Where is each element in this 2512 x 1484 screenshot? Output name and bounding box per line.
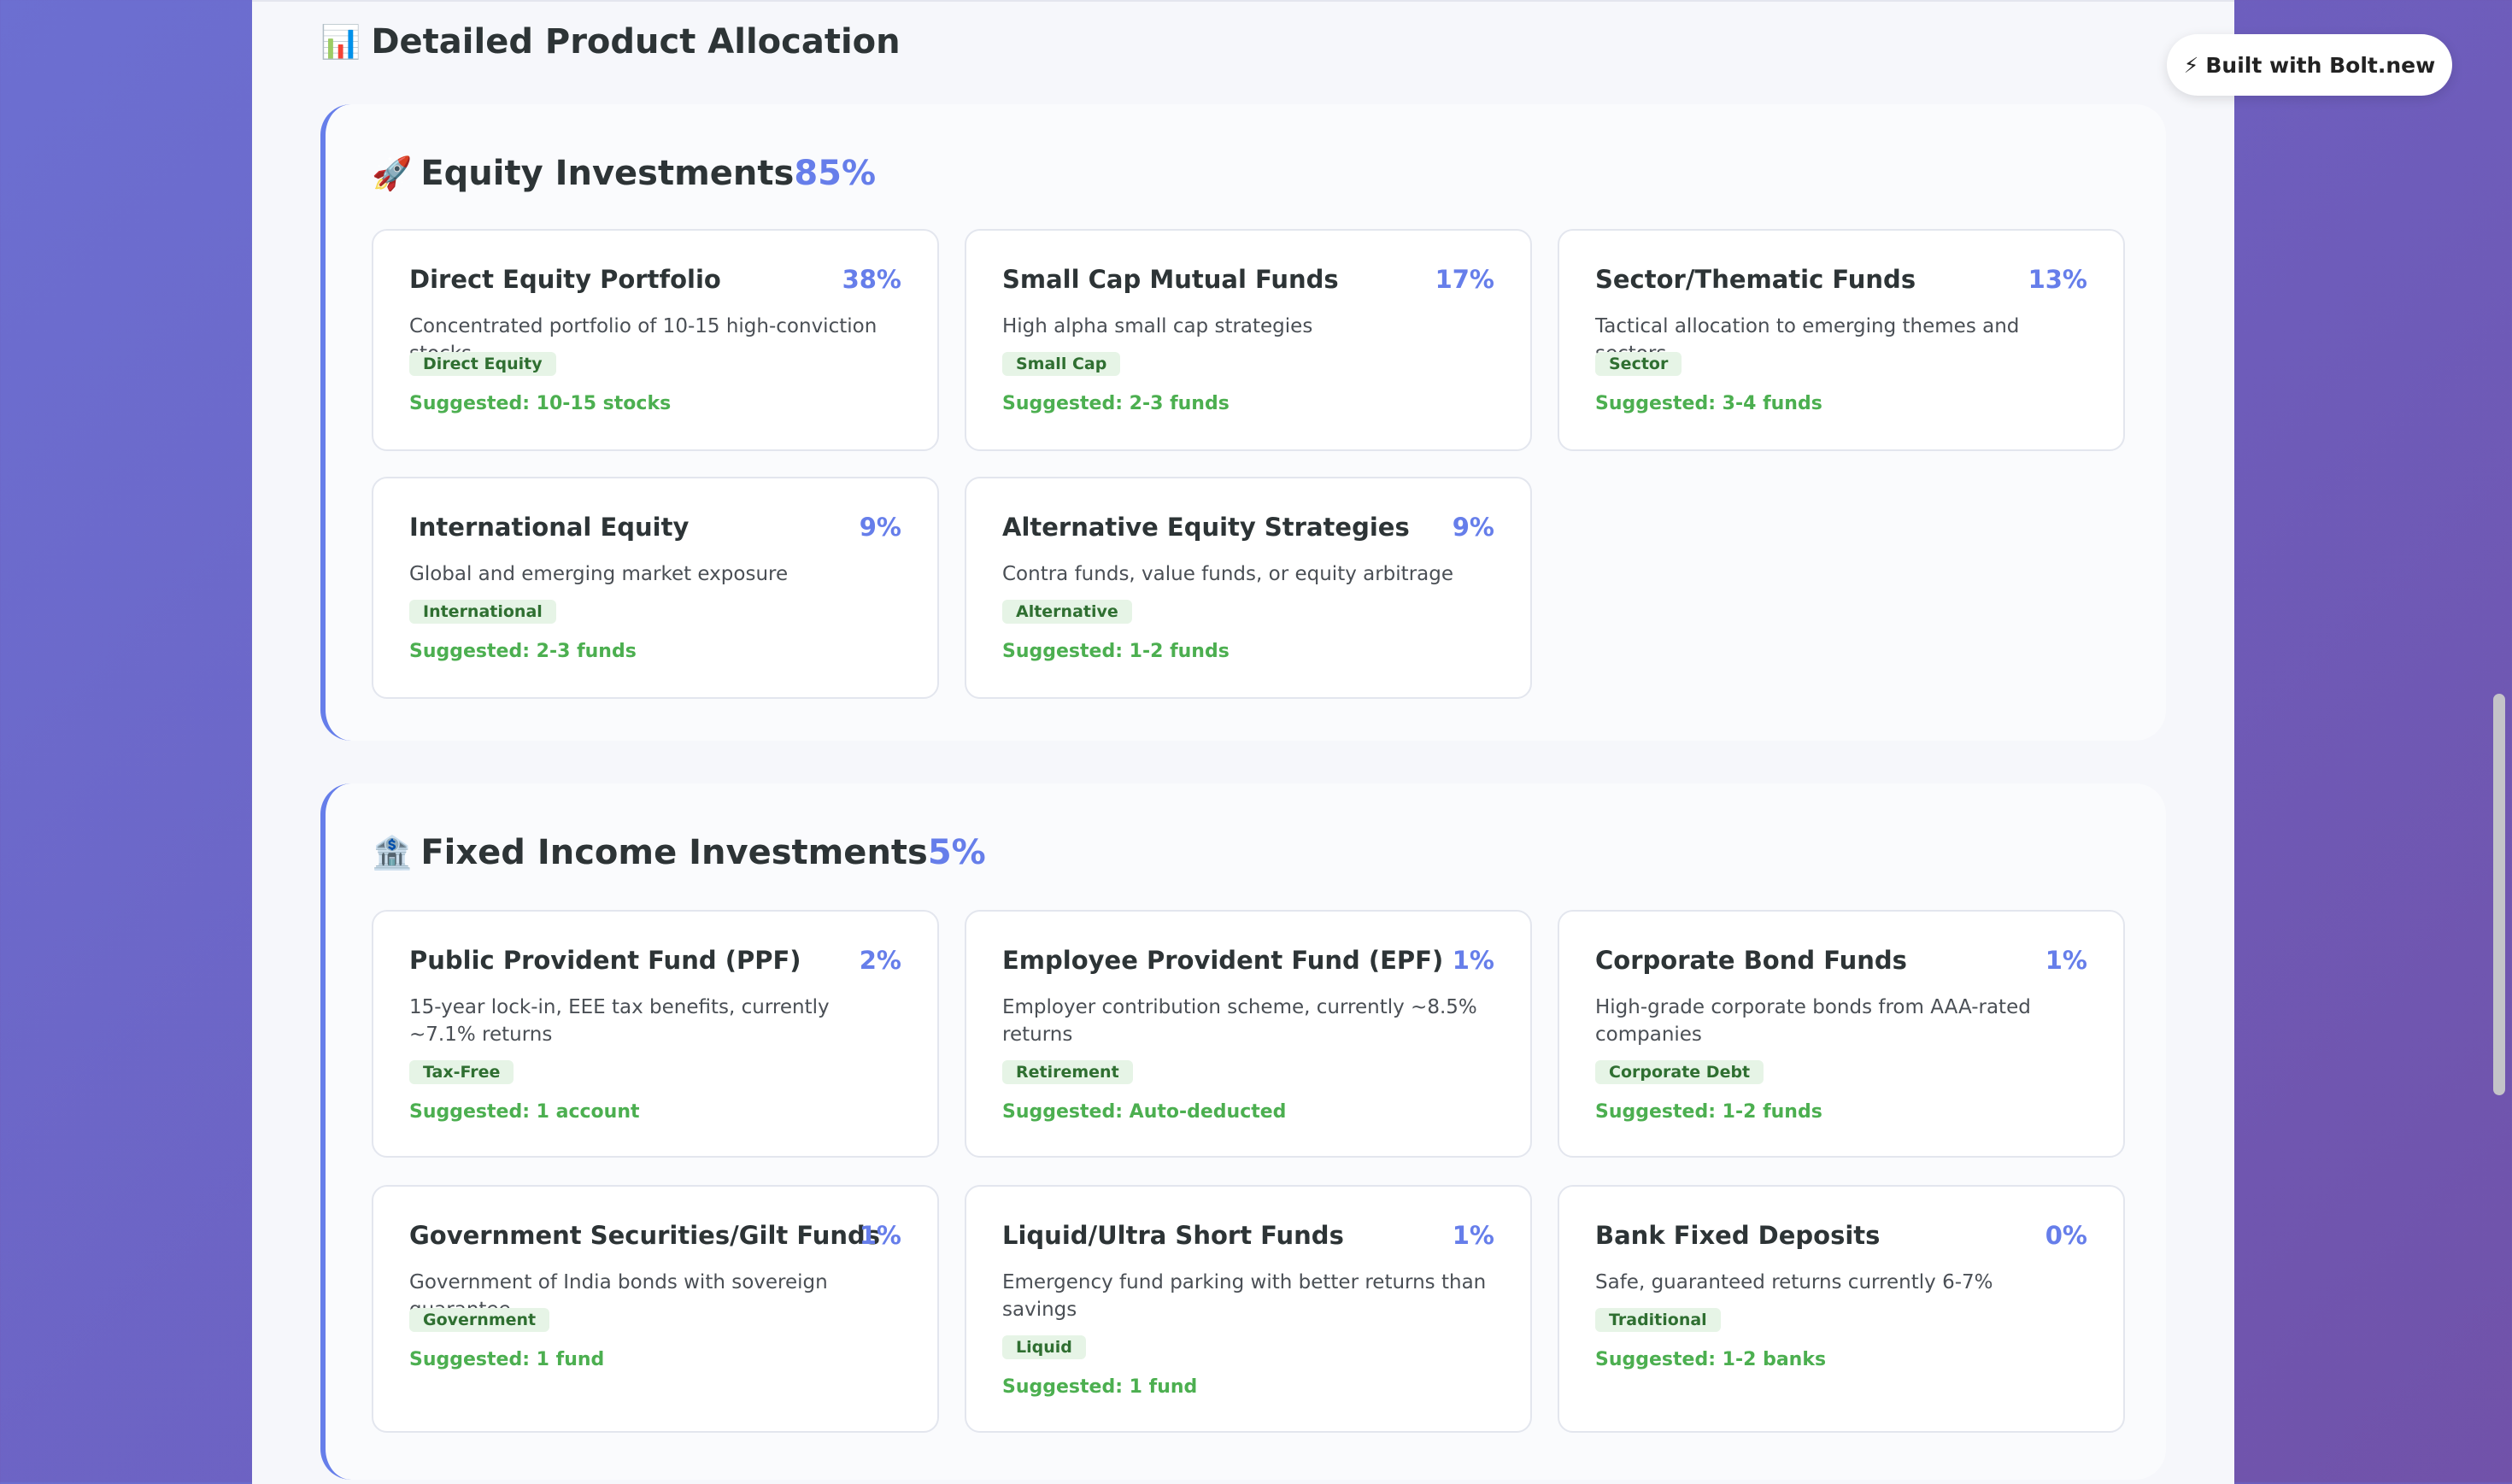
suggested-text: Suggested: 1-2 banks bbox=[1595, 1349, 1827, 1370]
suggested-text: Suggested: Auto-deducted bbox=[1002, 1101, 1287, 1123]
card-title: Alternative Equity Strategies bbox=[1002, 513, 1410, 542]
card-percent: 38% bbox=[842, 265, 901, 294]
suggested-text: Suggested: 2-3 funds bbox=[409, 641, 637, 662]
fixed-income-section: 🏦 Fixed Income Investments 5% Public Pro… bbox=[320, 783, 2166, 1480]
allocation-card: Employee Provident Fund (EPF) 1% Employe… bbox=[965, 910, 1532, 1158]
card-percent: 17% bbox=[1435, 265, 1494, 294]
card-percent: 9% bbox=[859, 513, 901, 542]
suggested-text: Suggested: 3-4 funds bbox=[1595, 393, 1822, 414]
allocation-card: Corporate Bond Funds 1% High-grade corpo… bbox=[1558, 910, 2125, 1158]
card-percent: 1% bbox=[1452, 946, 1494, 975]
card-description: Global and emerging market exposure bbox=[409, 563, 789, 585]
card-description: High-grade corporate bonds from AAA-rate… bbox=[1595, 996, 2031, 1046]
allocation-card: Alternative Equity Strategies 9% Contra … bbox=[965, 477, 1532, 699]
section-title: Equity Investments bbox=[420, 154, 795, 193]
card-description: Emergency fund parking with better retur… bbox=[1002, 1271, 1487, 1321]
category-tag: Alternative bbox=[1002, 600, 1132, 624]
card-percent: 1% bbox=[859, 1221, 901, 1250]
card-description: Contra funds, value funds, or equity arb… bbox=[1002, 563, 1453, 585]
card-title: Small Cap Mutual Funds bbox=[1002, 265, 1339, 294]
card-title: International Equity bbox=[409, 513, 690, 542]
card-percent: 1% bbox=[2045, 946, 2087, 975]
card-description: High alpha small cap strategies bbox=[1002, 315, 1313, 337]
main-content: 📊 Detailed Product Allocation 🚀 Equity I… bbox=[252, 0, 2234, 1484]
category-tag: Traditional bbox=[1595, 1308, 1721, 1332]
category-tag: International bbox=[409, 600, 556, 624]
section-percent: 5% bbox=[927, 833, 986, 872]
category-tag: Retirement bbox=[1002, 1060, 1133, 1084]
category-tag: Government bbox=[409, 1308, 550, 1332]
allocation-card: Government Securities/Gilt Funds 1% Gove… bbox=[372, 1185, 939, 1433]
suggested-text: Suggested: 1 fund bbox=[1002, 1376, 1198, 1398]
category-tag: Small Cap bbox=[1002, 352, 1121, 376]
bar-chart-icon: 📊 bbox=[320, 22, 361, 61]
card-description: Safe, guaranteed returns currently 6-7% bbox=[1595, 1271, 1993, 1293]
category-tag: Sector bbox=[1595, 352, 1682, 376]
card-percent: 0% bbox=[2045, 1221, 2087, 1250]
suggested-text: Suggested: 10-15 stocks bbox=[409, 393, 672, 414]
card-description: Employer contribution scheme, currently … bbox=[1002, 996, 1477, 1046]
scrollbar-thumb[interactable] bbox=[2493, 694, 2505, 1095]
category-tag: Corporate Debt bbox=[1595, 1060, 1764, 1084]
page-title: 📊 Detailed Product Allocation bbox=[320, 22, 901, 62]
allocation-card: Direct Equity Portfolio 38% Concentrated… bbox=[372, 229, 939, 451]
section-title: Fixed Income Investments bbox=[420, 833, 928, 872]
card-title: Corporate Bond Funds bbox=[1595, 946, 1907, 975]
allocation-card: International Equity 9% Global and emerg… bbox=[372, 477, 939, 699]
card-title: Public Provident Fund (PPF) bbox=[409, 946, 801, 975]
equity-section: 🚀 Equity Investments 85% Direct Equity P… bbox=[320, 104, 2166, 741]
built-with-bolt-button[interactable]: ⚡ Built with Bolt.new bbox=[2167, 34, 2452, 96]
suggested-text: Suggested: 1 account bbox=[409, 1101, 640, 1123]
section-percent: 85% bbox=[794, 154, 877, 193]
card-title: Sector/Thematic Funds bbox=[1595, 265, 1916, 294]
card-title: Liquid/Ultra Short Funds bbox=[1002, 1221, 1344, 1250]
card-percent: 13% bbox=[2028, 265, 2087, 294]
card-percent: 1% bbox=[1452, 1221, 1494, 1250]
category-tag: Direct Equity bbox=[409, 352, 556, 376]
page-title-text: Detailed Product Allocation bbox=[371, 22, 901, 62]
badge-label: Built with Bolt.new bbox=[2205, 52, 2436, 78]
card-percent: 9% bbox=[1452, 513, 1494, 542]
suggested-text: Suggested: 1 fund bbox=[409, 1349, 605, 1370]
card-title: Employee Provident Fund (EPF) bbox=[1002, 946, 1444, 975]
card-title: Bank Fixed Deposits bbox=[1595, 1221, 1881, 1250]
section-header: 🚀 Equity Investments 85% bbox=[372, 154, 876, 193]
card-title: Direct Equity Portfolio bbox=[409, 265, 721, 294]
allocation-card: Sector/Thematic Funds 13% Tactical alloc… bbox=[1558, 229, 2125, 451]
section-header: 🏦 Fixed Income Investments 5% bbox=[372, 833, 986, 872]
card-title: Government Securities/Gilt Funds bbox=[409, 1221, 881, 1250]
allocation-card: Public Provident Fund (PPF) 2% 15-year l… bbox=[372, 910, 939, 1158]
rocket-icon: 🚀 bbox=[372, 154, 413, 192]
allocation-card: Bank Fixed Deposits 0% Safe, guaranteed … bbox=[1558, 1185, 2125, 1433]
allocation-card: Liquid/Ultra Short Funds 1% Emergency fu… bbox=[965, 1185, 1532, 1433]
card-percent: 2% bbox=[859, 946, 901, 975]
card-description: 15-year lock-in, EEE tax benefits, curre… bbox=[409, 996, 830, 1046]
suggested-text: Suggested: 2-3 funds bbox=[1002, 393, 1230, 414]
bank-icon: 🏦 bbox=[372, 833, 413, 871]
suggested-text: Suggested: 1-2 funds bbox=[1595, 1101, 1822, 1123]
allocation-card: Small Cap Mutual Funds 17% High alpha sm… bbox=[965, 229, 1532, 451]
category-tag: Liquid bbox=[1002, 1335, 1086, 1359]
suggested-text: Suggested: 1-2 funds bbox=[1002, 641, 1230, 662]
category-tag: Tax-Free bbox=[409, 1060, 514, 1084]
lightning-icon: ⚡ bbox=[2183, 52, 2199, 78]
